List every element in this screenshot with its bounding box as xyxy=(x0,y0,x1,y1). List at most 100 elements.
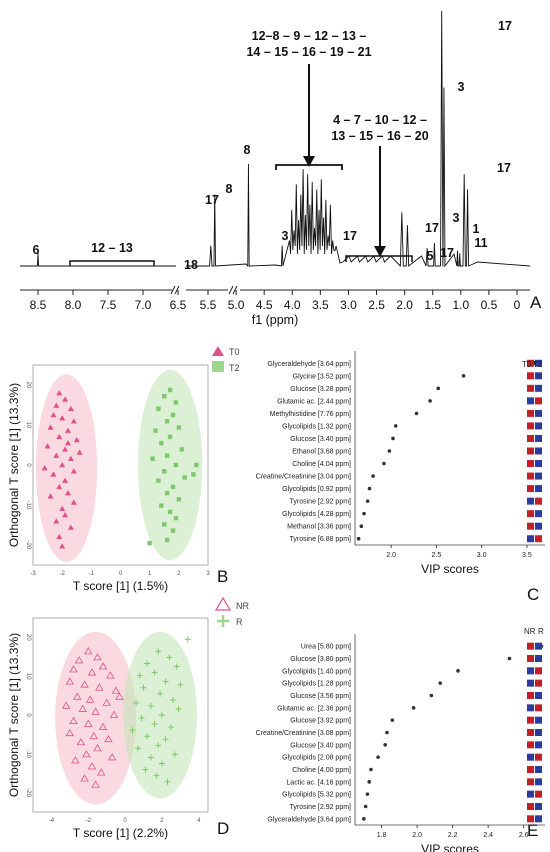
data-point xyxy=(155,742,162,749)
vip-point xyxy=(507,656,512,661)
group-indicator xyxy=(535,497,542,505)
group-indicator xyxy=(527,753,534,761)
peak-annotation: 17 xyxy=(343,229,357,243)
group-indicator xyxy=(535,766,542,773)
group-indicator xyxy=(527,460,534,468)
category-label: Glucose [3.92 ppm] xyxy=(290,718,351,725)
data-point xyxy=(47,424,54,430)
data-point xyxy=(53,518,60,524)
category-label: Tyrosine [2.92 ppm] xyxy=(290,804,352,811)
group-indicator xyxy=(535,679,542,687)
peak-annotation: 5 xyxy=(427,249,434,263)
data-point xyxy=(167,387,173,393)
group-indicator xyxy=(527,655,534,662)
panel-label: E xyxy=(527,821,538,840)
data-point xyxy=(82,750,91,758)
group-indicator xyxy=(535,359,542,367)
peak-annotation: 17 xyxy=(498,19,512,33)
data-point xyxy=(164,537,170,543)
category-label: Glutamic ac. [2.44 ppm] xyxy=(277,398,351,405)
group-indicator xyxy=(527,447,534,455)
vip-point xyxy=(390,718,395,722)
data-point xyxy=(177,681,184,688)
panel-vip-2: Glyceraldehyde [3.64 ppm] Glycine [3.52 p… xyxy=(256,351,545,604)
data-point xyxy=(50,471,57,477)
group-indicator xyxy=(535,460,542,468)
data-point xyxy=(144,733,151,740)
x-axis-label: VIP scores xyxy=(421,562,479,576)
data-point xyxy=(147,754,154,761)
y-tick-label: -10 xyxy=(25,501,31,510)
x-tick-label: 2.0 xyxy=(396,298,413,312)
data-point xyxy=(95,683,104,691)
group-indicator xyxy=(535,472,542,480)
category-label: Glycolipids [2.08 ppm] xyxy=(282,755,351,762)
data-point xyxy=(173,400,179,405)
data-point xyxy=(155,648,162,655)
category-label: Glycine [3.52 ppm] xyxy=(293,373,351,380)
data-point xyxy=(173,663,180,670)
data-point xyxy=(108,753,117,761)
data-point xyxy=(156,478,161,483)
data-point xyxy=(162,678,169,685)
axis-break-mark xyxy=(228,285,238,295)
x-tick-label: -2 xyxy=(59,571,65,577)
panel-label-d: D xyxy=(217,819,229,838)
data-point xyxy=(80,774,89,782)
data-point xyxy=(47,493,54,499)
data-point xyxy=(41,465,48,471)
category-label: Lactic ac. [4.16 ppm] xyxy=(286,779,351,786)
data-point xyxy=(164,453,170,458)
x-tick-label: 0.5 xyxy=(481,298,498,312)
peak-annotation: 17 xyxy=(205,193,219,207)
x-axis-label: VIP scores xyxy=(421,842,479,852)
group-indicator xyxy=(527,359,534,367)
data-point xyxy=(166,654,173,661)
data-point xyxy=(194,462,199,468)
data-point xyxy=(56,483,63,490)
data-point xyxy=(173,515,179,521)
data-point xyxy=(170,696,176,703)
data-point xyxy=(147,702,154,709)
peak-annotation: 8 xyxy=(226,182,233,196)
data-point xyxy=(76,449,83,455)
peak-annotation: 1 xyxy=(473,222,480,236)
category-label: Ethanol [3.68 ppm] xyxy=(292,449,351,456)
category-label: Methanol [3.36 ppm] xyxy=(287,524,351,531)
data-point xyxy=(176,425,182,430)
group-indicator xyxy=(535,485,542,493)
x-tick-label: 1.5 xyxy=(424,298,441,312)
group-indicator xyxy=(527,815,534,823)
data-point xyxy=(115,692,124,700)
peak-annotation: 17 xyxy=(425,221,439,235)
peak-annotation: 12 – 13 xyxy=(91,241,133,255)
peak-annotation: 11 xyxy=(474,236,487,250)
category-label: Choline [4.00 ppm] xyxy=(292,767,351,774)
data-point xyxy=(61,701,71,709)
vip-point xyxy=(438,681,443,685)
data-point xyxy=(65,427,71,433)
x-axis-label: T score [1] (2.2%) xyxy=(73,826,168,840)
peak-annotation: 14 – 15 – 16 – 19 – 21 xyxy=(246,45,371,59)
category-label: Tyrosine [6.88 ppm] xyxy=(290,536,352,543)
data-point xyxy=(59,415,66,421)
data-point xyxy=(56,433,63,440)
data-point xyxy=(140,684,147,691)
data-point xyxy=(73,437,80,443)
y-tick-label: 20 xyxy=(25,382,31,389)
group-indicator xyxy=(527,642,534,650)
x-tick-label: 8.5 xyxy=(30,298,47,312)
data-point xyxy=(162,394,167,399)
group-indicator xyxy=(535,422,542,430)
data-point xyxy=(84,719,93,727)
data-point xyxy=(171,751,178,758)
x-tick-label: 0 xyxy=(123,818,127,824)
group-indicator xyxy=(535,790,542,798)
data-point xyxy=(102,698,111,706)
group-indicator xyxy=(527,409,534,417)
group-indicator xyxy=(527,510,534,518)
vip-point xyxy=(393,424,398,428)
x-tick-label: 5.0 xyxy=(228,298,245,312)
data-point xyxy=(74,656,84,664)
